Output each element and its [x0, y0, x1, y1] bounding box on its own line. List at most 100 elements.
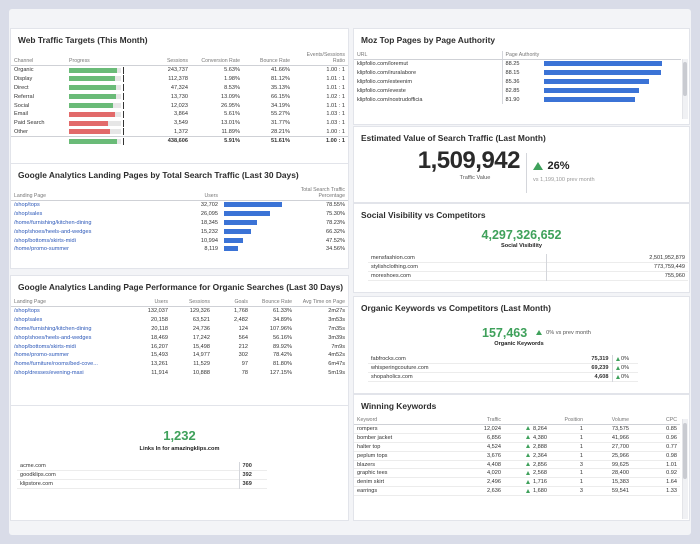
position-cell: 1	[579, 470, 583, 477]
table-row[interactable]: graphic tees 4,020 2,568 1 28,400 0.92	[354, 469, 680, 478]
moz-table: URL Page Authority klipfolio.com/loremut…	[354, 51, 681, 104]
site-cell[interactable]: stylishclothing.com	[371, 264, 418, 271]
table-row[interactable]: moreshoes.com 755,960	[368, 271, 688, 281]
table-row[interactable]: klipfolio.com/eveste 82.85	[354, 86, 681, 96]
site-cell[interactable]: whisperingcouture.com	[371, 365, 429, 372]
bounce-cell: 127.15%	[269, 370, 292, 377]
table-row[interactable]: klipfolio.com/iruralabore 88.15	[354, 68, 681, 78]
url-cell[interactable]: klipfolio.com/iruralabore	[357, 69, 417, 76]
table-row[interactable]: /home/furniture/rooms/bed-cove... 13,261 1…	[11, 360, 348, 369]
keywords-cell: 4,608	[594, 374, 609, 381]
table-row[interactable]: klipfolio.com/nostrudofficia 81.90	[354, 95, 681, 104]
table-row[interactable]: klipfolio.com/esteenim 85.36	[354, 77, 681, 87]
table-row[interactable]: mensfashion.com 2,501,952,879	[368, 254, 688, 263]
table-row[interactable]: earrings 2,636 1,680 3 59,541 1.33	[354, 487, 680, 496]
landing-page-link[interactable]: /shop/sales	[14, 210, 43, 217]
table-row[interactable]: /shop/dresses/evening-maxi 11,914 10,888 78…	[11, 369, 348, 378]
table-row[interactable]: shopaholics.com 4,608 0%	[368, 372, 638, 382]
url-cell[interactable]: klipfolio.com/nostrudofficia	[357, 96, 423, 103]
table-row[interactable]: halter top 4,524 2,888 1 27,700 0.77	[354, 442, 680, 452]
table-row[interactable]: /shop/shoes/heels-and-wedges 18,469 17,242…	[11, 333, 348, 342]
table-row[interactable]: Direct 47,324 8.53% 35.13% 1.01 : 1	[11, 83, 348, 92]
landing-page-link[interactable]: /home/furniture/rooms/bed-cove...	[14, 361, 98, 368]
site-cell[interactable]: fabfrocks.com	[371, 356, 406, 363]
landing-page-link[interactable]: /shop/tops	[14, 308, 40, 315]
landing-page-link[interactable]: /shop/shoes/heels-and-wedges	[14, 228, 92, 235]
conversion-cell: 8.53%	[224, 84, 240, 91]
table-row[interactable]: bomber jacket 6,856 4,380 1 41,966 0.96	[354, 433, 680, 443]
table-row[interactable]: rompers 12,024 8,264 1 73,575 0.85	[354, 425, 680, 434]
scrollbar-thumb[interactable]	[683, 423, 687, 479]
landing-page-link[interactable]: /shop/dresses/evening-maxi	[14, 370, 84, 377]
target-marker	[123, 75, 124, 83]
landing-page-link[interactable]: /home/promo-summer	[14, 246, 70, 253]
table-row[interactable]: Social 12,023 26.95% 34.19% 1.01 : 1	[11, 101, 348, 110]
domain-cell[interactable]: acme.com	[20, 463, 46, 470]
landing-page-link[interactable]: /shop/shoes/heels-and-wedges	[14, 334, 92, 341]
table-row[interactable]: /home/promo-summer 8,119 34.56%	[11, 245, 348, 254]
landing-page-link[interactable]: /home/promo-summer	[14, 352, 70, 359]
table-row[interactable]: /shop/bottoms/skirts-midi 16,207 15,498 212…	[11, 342, 348, 351]
table-row[interactable]: /shop/tops 32,702 78.55%	[11, 201, 348, 210]
table-row[interactable]: Paid Search 3,549 13.01% 31.77% 1.03 : 1	[11, 119, 348, 128]
table-row[interactable]: /shop/tops 132,037 129,326 1,768 61.33% 2m27s	[11, 307, 348, 316]
landing-page-link[interactable]: /shop/bottoms/skirts-midi	[14, 237, 76, 244]
bounce-cell: 55.27%	[271, 111, 290, 118]
table-row[interactable]: Referral 13,730 13.09% 66.15% 1.02 : 1	[11, 92, 348, 101]
table-row[interactable]: Other 1,372 11.89% 28.21% 1.00 : 1	[11, 128, 348, 137]
col-header: Page Authority	[501, 51, 681, 60]
table-row[interactable]: goodklips.com 392	[17, 470, 267, 480]
landing-page-link[interactable]: /shop/sales	[14, 316, 43, 323]
table-row[interactable]: blazers 4,408 2,856 3 99,625 1.01	[354, 460, 680, 469]
percentage-cell: 47.52%	[326, 237, 345, 244]
table-row[interactable]: fabfrocks.com 75,319 0%	[368, 355, 638, 364]
keyword-cell[interactable]: bomber jacket	[357, 434, 393, 441]
landing-page-link[interactable]: /home/furnishing/kitchen-dining	[14, 325, 92, 332]
keyword-cell[interactable]: halter top	[357, 443, 381, 450]
landing-page-link[interactable]: /shop/bottoms/skirts-midi	[14, 343, 76, 350]
domain-cell[interactable]: goodklips.com	[20, 472, 56, 479]
goals-cell: 2,482	[234, 316, 248, 323]
keyword-cell[interactable]: earrings	[357, 488, 378, 495]
table-row[interactable]: /shop/sales 26,095 75.30%	[11, 209, 348, 218]
table-row[interactable]: klipstore.com 369	[17, 479, 267, 489]
landing-page-link[interactable]: /shop/tops	[14, 202, 40, 209]
winning-kw-table: Keyword Traffic Position Volume CPC romp…	[354, 416, 680, 496]
domain-cell[interactable]: klipstore.com	[20, 481, 53, 488]
keyword-cell[interactable]: rompers	[357, 425, 378, 432]
url-cell[interactable]: klipfolio.com/esteenim	[357, 78, 413, 85]
table-row[interactable]: /shop/shoes/heels-and-wedges 15,232 66.32%	[11, 227, 348, 236]
scrollbar-thumb[interactable]	[683, 62, 687, 96]
table-row[interactable]: acme.com 700	[17, 462, 267, 471]
url-cell[interactable]: klipfolio.com/loremut	[357, 61, 408, 68]
keyword-cell[interactable]: graphic tees	[357, 470, 388, 477]
table-row[interactable]: /shop/sales 20,158 63,521 2,482 34.89% 3m53s	[11, 315, 348, 324]
table-row[interactable]: /shop/bottoms/skirts-midi 10,994 47.52%	[11, 236, 348, 245]
table-row[interactable]: /home/furnishing/kitchen-dining 20,118 24,…	[11, 324, 348, 333]
table-row[interactable]: stylishclothing.com 773,759,449	[368, 262, 688, 272]
table-row[interactable]: denim skirt 2,496 1,716 1 15,383 1.64	[354, 478, 680, 487]
keyword-cell[interactable]: denim skirt	[357, 479, 385, 486]
table-row[interactable]: Display 112,378 1.98% 81.12% 1.01 : 1	[11, 74, 348, 83]
table-row[interactable]: Email 3,864 5.61% 55.27% 1.03 : 1	[11, 110, 348, 119]
site-cell[interactable]: moreshoes.com	[371, 273, 411, 280]
table-row[interactable]: Organic 243,737 5.63% 41.66% 1.00 : 1	[11, 66, 348, 75]
site-cell[interactable]: shopaholics.com	[371, 374, 413, 381]
position-cell: 1	[579, 443, 583, 450]
table-row[interactable]: klipfolio.com/loremut 88.25	[354, 59, 681, 69]
keywords-cell: 75,319	[591, 356, 609, 363]
url-cell[interactable]: klipfolio.com/eveste	[357, 87, 406, 94]
users-cell: 15,232	[200, 228, 218, 235]
web-traffic-table: Channel Progress Sessions Conversion Rat…	[11, 51, 348, 146]
table-row[interactable]: /home/furnishing/kitchen-dining 18,345 78.…	[11, 218, 348, 227]
table-row[interactable]: whisperingcouture.com 69,239 0%	[368, 363, 638, 373]
goals-cell: 97	[241, 361, 248, 368]
landing-page-link[interactable]: /home/furnishing/kitchen-dining	[14, 219, 92, 226]
progress-fill	[69, 76, 115, 82]
keyword-cell[interactable]: blazers	[357, 461, 376, 468]
site-cell[interactable]: mensfashion.com	[371, 255, 415, 262]
users-bar-cell	[221, 245, 286, 254]
keyword-cell[interactable]: peplum tops	[357, 452, 388, 459]
table-row[interactable]: peplum tops 3,676 2,364 1 25,966 0.98	[354, 451, 680, 461]
table-row[interactable]: /home/promo-summer 15,493 14,977 302 78.42% 4…	[11, 351, 348, 360]
